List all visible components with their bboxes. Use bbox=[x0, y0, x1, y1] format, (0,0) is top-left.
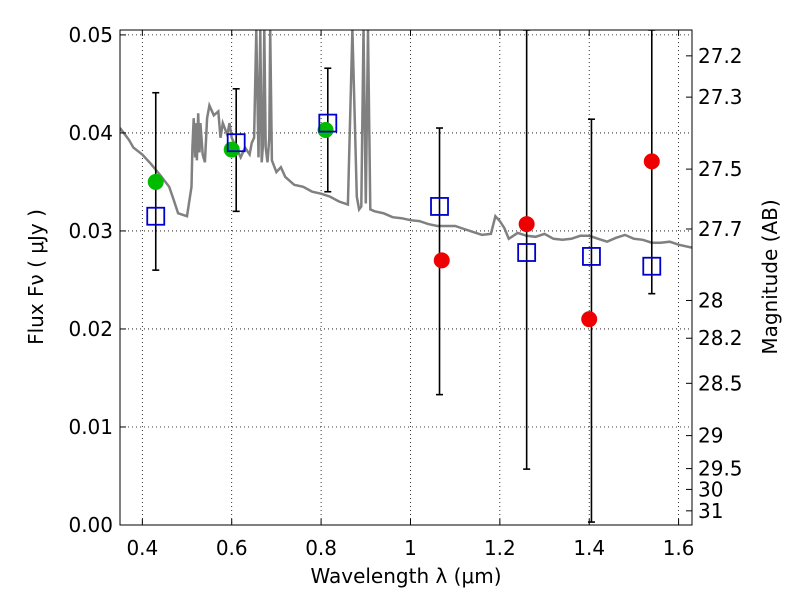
blue-square-point bbox=[318, 113, 338, 133]
y-tick-label: 0.00 bbox=[68, 513, 113, 537]
y-tick-label: 0.03 bbox=[68, 219, 113, 243]
y-tick-label: 0.02 bbox=[68, 317, 113, 341]
y2-tick-label: 28.2 bbox=[698, 326, 743, 350]
red-point bbox=[518, 216, 535, 233]
blue-square-point bbox=[642, 256, 662, 276]
green-point bbox=[317, 121, 334, 138]
plot-layer bbox=[120, 30, 692, 523]
y2-tick-label: 29 bbox=[698, 424, 723, 448]
plot-frame bbox=[119, 29, 693, 526]
red-point bbox=[643, 153, 660, 170]
y2-tick-label: 27.2 bbox=[698, 44, 743, 68]
y2-tick-label: 31 bbox=[698, 499, 723, 523]
x-tick-label: 0.8 bbox=[305, 536, 337, 560]
red-point bbox=[433, 252, 450, 269]
y2-tick-label: 27.5 bbox=[698, 157, 743, 181]
y2-tick-label: 28 bbox=[698, 288, 723, 312]
blue-square-point bbox=[226, 133, 246, 153]
blue-square-point bbox=[146, 206, 166, 226]
red-point bbox=[581, 311, 598, 328]
tick-layer: 0.4 0.6 0.8 1 1.2 1.4 1.6 0.00 0.01 0.02 0.03 0.04 0… bbox=[68, 23, 742, 560]
y2-tick-label: 29.5 bbox=[698, 457, 743, 481]
y2-tick-label: 27.7 bbox=[698, 217, 743, 241]
blue-square-point bbox=[582, 247, 601, 266]
x-tick-label: 1.2 bbox=[484, 536, 516, 560]
y2-tick-label: 28.5 bbox=[698, 371, 743, 395]
y-tick-label: 0.04 bbox=[68, 121, 113, 145]
y2-tick-label: 30 bbox=[698, 477, 723, 501]
y-axis-label: Flux Fν ( μJy ) bbox=[24, 209, 48, 345]
spectrum-line bbox=[120, 30, 692, 249]
y2-tick-label: 27.3 bbox=[698, 85, 743, 109]
green-point bbox=[147, 173, 164, 190]
x-axis-label: Wavelength λ (μm) bbox=[310, 564, 501, 588]
y-tick-label: 0.01 bbox=[68, 415, 113, 439]
x-tick-label: 1.6 bbox=[663, 536, 695, 560]
y-tick-label: 0.05 bbox=[68, 23, 113, 47]
x-tick-label: 0.4 bbox=[126, 536, 158, 560]
blue-square-point bbox=[430, 197, 449, 216]
x-tick-label: 1 bbox=[404, 536, 417, 560]
y2-axis-label: Magnitude (AB) bbox=[758, 199, 782, 354]
green-point bbox=[223, 141, 240, 158]
x-tick-label: 0.6 bbox=[216, 536, 248, 560]
blue-square-point bbox=[517, 243, 537, 262]
x-tick-label: 1.4 bbox=[573, 536, 605, 560]
